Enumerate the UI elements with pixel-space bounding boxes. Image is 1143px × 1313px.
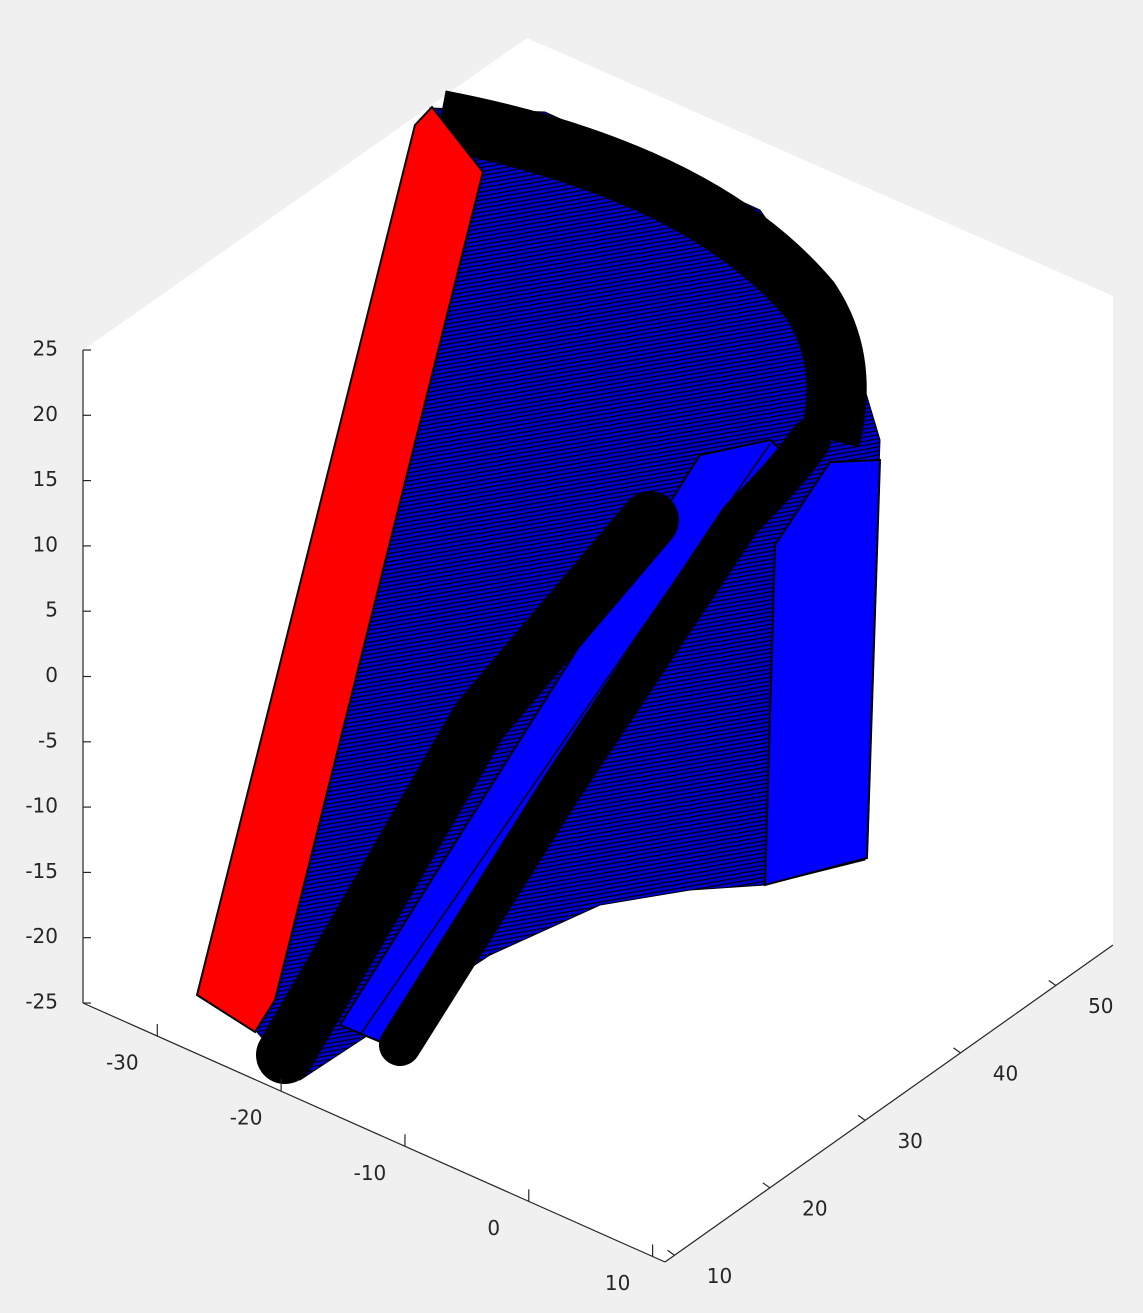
- z-tick-label: -10: [25, 794, 58, 818]
- z-tick-label: -5: [38, 728, 58, 752]
- x-tick-label: -30: [106, 1051, 139, 1075]
- y-tick-label: 50: [1088, 994, 1113, 1018]
- y-tick-label: 30: [897, 1129, 922, 1153]
- z-tick-label: -15: [25, 859, 58, 883]
- z-tick-label: 5: [45, 598, 58, 622]
- z-tick-label: 20: [33, 402, 58, 426]
- x-tick-label: -20: [230, 1106, 263, 1130]
- x-tick-label: 0: [487, 1216, 500, 1240]
- y-tick-label: 20: [802, 1196, 827, 1220]
- figure: -25 -20 -15 -10 -5 0 5 10 15 20 25 -30 -20 -10 0 10 10 20…: [0, 0, 1143, 1313]
- z-tick-label: -25: [25, 990, 58, 1014]
- y-tick-label: 40: [993, 1061, 1018, 1085]
- z-tick-label: 10: [33, 532, 58, 556]
- z-tick-label: 25: [33, 337, 58, 361]
- y-tick-label: 10: [707, 1264, 732, 1288]
- z-tick-label: 0: [45, 663, 58, 687]
- x-tick-label: 10: [605, 1271, 630, 1295]
- z-tick-label: -20: [25, 924, 58, 948]
- z-tick-label: 15: [33, 467, 58, 491]
- x-tick-label: -10: [354, 1161, 387, 1185]
